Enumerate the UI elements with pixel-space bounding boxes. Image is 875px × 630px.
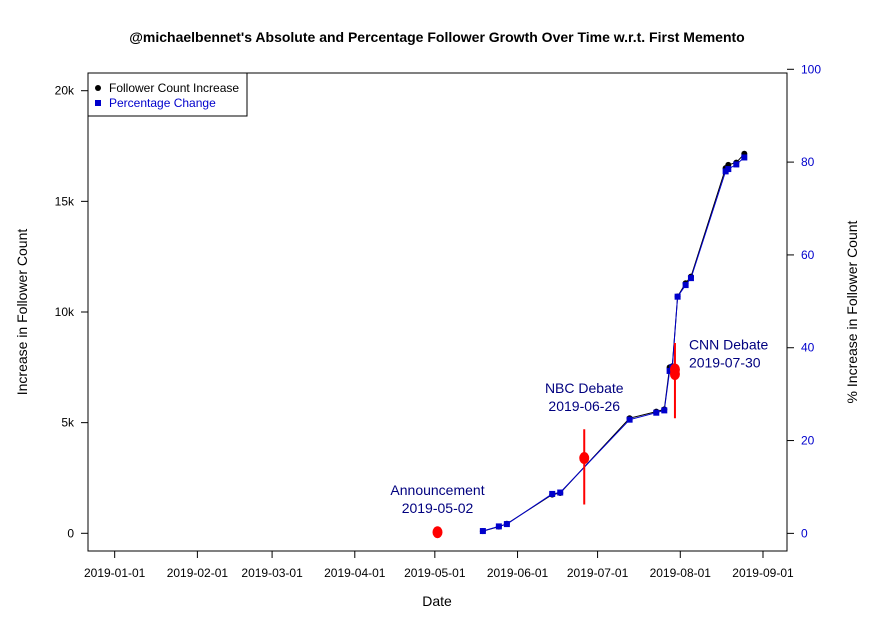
legend-marker-0 — [95, 85, 101, 91]
event-date-0: 2019-05-02 — [402, 500, 474, 516]
event-label-1: NBC Debate — [545, 380, 624, 396]
x-axis-label: Date — [422, 593, 452, 609]
event-label-0: Announcement — [390, 482, 484, 498]
x-tick-label-7: 2019-08-01 — [650, 566, 712, 580]
event-marker-1 — [579, 452, 590, 465]
x-tick-label-1: 2019-02-01 — [167, 566, 229, 580]
event-date-1: 2019-06-26 — [548, 398, 620, 414]
event-marker-2-b — [669, 367, 680, 380]
chart-title: @michaelbennet's Absolute and Percentage… — [129, 29, 744, 45]
y-right-tick-label-2: 40 — [801, 341, 815, 355]
series-1-point-6 — [653, 409, 660, 416]
series-1-point-0 — [479, 528, 486, 535]
series-1-point-16 — [741, 154, 748, 161]
series-1-point-8 — [666, 367, 673, 374]
legend-label-0: Follower Count Increase — [109, 81, 239, 95]
y-left-tick-label-4: 20k — [55, 84, 75, 98]
event-date-2: 2019-07-30 — [689, 355, 761, 371]
series-1-point-12 — [687, 275, 694, 282]
series-1-point-7 — [661, 407, 668, 414]
plot-frame — [87, 72, 788, 552]
series-1-point-1 — [495, 523, 502, 530]
series-1-point-3 — [549, 490, 556, 497]
series-1-point-11 — [682, 282, 689, 289]
y-right-tick-label-3: 60 — [801, 248, 815, 262]
series-1-point-2 — [503, 521, 510, 528]
y-axis-right: 0 20 40 60 80 100 — [787, 62, 821, 540]
event-layer: Announcement 2019-05-02 NBC Debate 2019-06-… — [390, 337, 769, 539]
y-axis-label-left: Increase in Follower Count — [14, 229, 30, 396]
x-tick-label-5: 2019-06-01 — [487, 566, 549, 580]
x-tick-label-8: 2019-09-01 — [732, 566, 794, 580]
series-1-point-4 — [557, 489, 564, 496]
x-tick-label-2: 2019-03-01 — [241, 566, 303, 580]
series-1-point-15 — [733, 161, 740, 168]
x-tick-label-3: 2019-04-01 — [324, 566, 386, 580]
y-right-tick-label-5: 100 — [801, 62, 821, 76]
legend-marker-1 — [95, 100, 101, 106]
x-tick-label-4: 2019-05-01 — [404, 566, 466, 580]
series-1-point-14 — [725, 166, 732, 173]
event-marker-0 — [432, 526, 443, 539]
y-right-tick-label-1: 20 — [801, 434, 815, 448]
y-axis-label-right: % Increase in Follower Count — [844, 220, 860, 403]
x-axis: 2019-01-01 2019-02-01 2019-03-01 2019-04-01… — [84, 550, 794, 580]
y-left-tick-label-2: 10k — [55, 305, 75, 319]
legend-label-1: Percentage Change — [109, 96, 216, 110]
y-left-tick-label-0: 0 — [67, 526, 74, 540]
x-tick-label-0: 2019-01-01 — [84, 566, 146, 580]
legend-box — [87, 72, 248, 117]
y-left-tick-label-1: 5k — [61, 416, 75, 430]
y-right-tick-label-4: 80 — [801, 155, 815, 169]
y-left-tick-label-3: 15k — [55, 194, 75, 208]
y-right-tick-label-0: 0 — [801, 526, 808, 540]
y-axis-left: 0 5k 10k 15k 20k — [55, 84, 88, 540]
event-label-2: CNN Debate — [689, 337, 769, 353]
series-1-point-5 — [626, 416, 633, 423]
x-tick-label-6: 2019-07-01 — [567, 566, 629, 580]
series-1-point-10 — [674, 293, 681, 300]
